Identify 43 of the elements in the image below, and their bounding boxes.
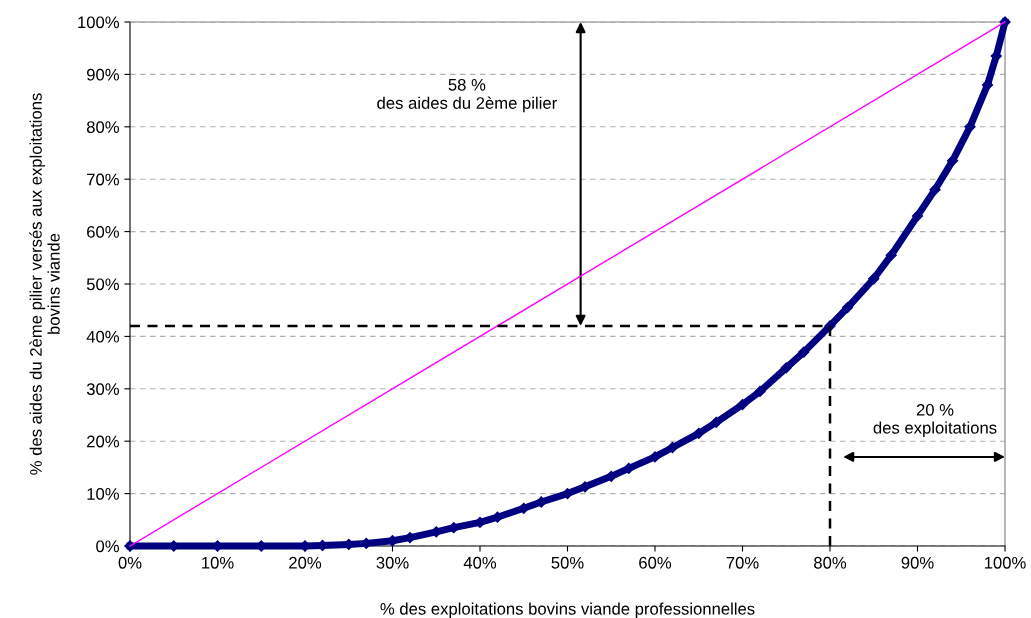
y-tick-label: 10% [87, 488, 119, 500]
x-tick-label: 30% [376, 556, 409, 569]
y-tick-label: 40% [86, 330, 119, 343]
y-tick-label: 30% [86, 383, 119, 395]
y-tick-label: 20% [87, 435, 119, 448]
annotation: 20 % des exploitations [873, 403, 997, 437]
point [911, 210, 924, 222]
x-tick-label: 100% [984, 556, 1026, 569]
x-tick-label: 10% [202, 556, 234, 569]
annotation: 58 % des aides du 2ème pilier [377, 78, 557, 113]
point [649, 451, 661, 463]
x-tick-label: 90% [901, 556, 934, 569]
point [605, 470, 617, 482]
point [693, 427, 705, 439]
point [780, 362, 792, 374]
y-tick-label: 0% [96, 540, 119, 553]
x-axis-title: % des exploitations bovins viande professionnelles [380, 602, 755, 618]
y-axis-title: % des aides du 2ème pilier versés aux exploitations bovins viande [29, 93, 60, 475]
x-tick-label: 0% [118, 556, 142, 569]
y-tick-label: 90% [87, 68, 119, 81]
point [736, 398, 749, 411]
point [666, 441, 679, 454]
point [946, 155, 959, 167]
point [929, 184, 941, 196]
y-tick-label: 100% [78, 16, 119, 29]
point [798, 346, 810, 358]
x-tick-label: 50% [551, 556, 584, 569]
y-tick-label: 70% [87, 173, 119, 186]
point [710, 416, 722, 428]
y-tick-label: 50% [86, 278, 119, 291]
y-tick-label: 60% [87, 226, 119, 238]
y-tick-label: 80% [86, 121, 119, 133]
point [623, 462, 635, 475]
x-tick-label: 40% [463, 556, 497, 569]
point [964, 121, 976, 133]
x-tick-label: 70% [726, 556, 759, 569]
point [868, 273, 880, 285]
x-tick-label: 20% [289, 556, 322, 569]
point [754, 385, 766, 398]
point [841, 301, 854, 314]
x-tick-label: 60% [639, 556, 672, 569]
x-tick-label: 80% [814, 556, 847, 569]
point [885, 249, 897, 261]
